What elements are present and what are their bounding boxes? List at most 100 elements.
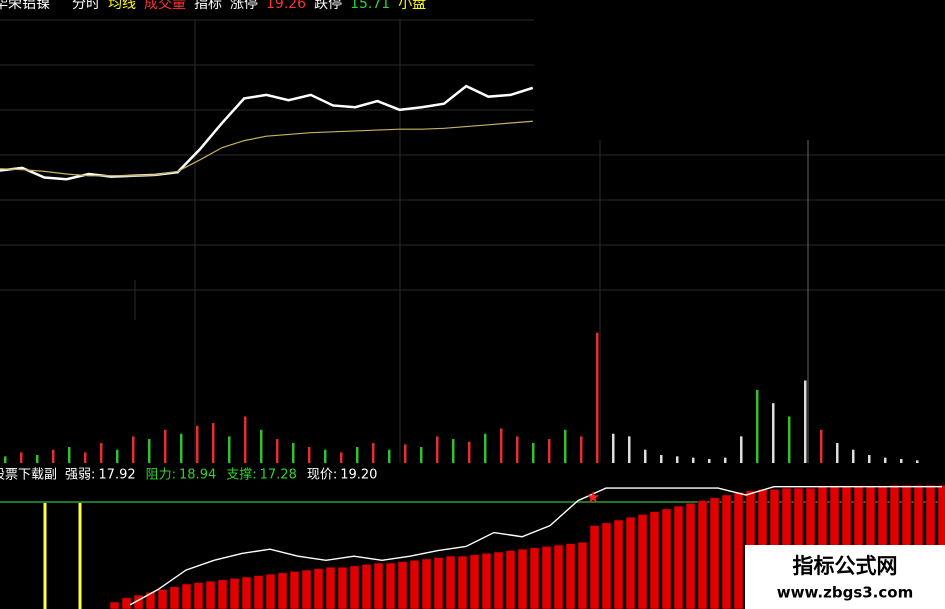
volume-bar (404, 444, 407, 463)
indicator-bar (601, 522, 612, 609)
indicator-bar (229, 578, 240, 609)
volume-bar (196, 425, 199, 463)
indicator-bar (217, 579, 228, 609)
field-label: 支撑: (226, 468, 256, 483)
indicator-bar (385, 562, 396, 609)
indicator-bar (661, 508, 672, 609)
volume-bar (724, 457, 727, 463)
volume-bar (676, 456, 679, 463)
field-value: 17.92 (98, 468, 135, 483)
volume-bar (596, 332, 599, 463)
indicator-bar (673, 505, 684, 609)
indicator-bar (337, 566, 348, 609)
indicator-bar (505, 550, 516, 609)
indicator-bar (397, 561, 408, 609)
volume-bar (452, 439, 455, 463)
volume-bar (100, 443, 103, 463)
volume-bar (148, 439, 151, 463)
indicator-bar (301, 569, 312, 609)
indicator-bar (457, 555, 468, 609)
volume-bar (372, 443, 375, 463)
stock-name: 华荣铝镍 (0, 0, 50, 12)
field-value: 18.94 (179, 468, 216, 483)
indicator-bar (613, 519, 624, 609)
indicator-bar (241, 576, 252, 609)
watermark-box (745, 545, 945, 609)
indicator-bar (409, 560, 420, 609)
volume-bar (52, 449, 55, 463)
indicator-bar (181, 583, 192, 609)
header-item: 成交量 (144, 0, 186, 12)
volume-bar (740, 436, 743, 463)
volume-bar (68, 447, 71, 463)
volume-bar (772, 403, 775, 463)
indicator-bar (625, 516, 636, 609)
indicator-bar (733, 491, 744, 609)
line (129, 485, 942, 606)
volume-bar (292, 443, 295, 463)
indicator-bar (253, 575, 264, 609)
volume-bar (836, 443, 839, 463)
volume-bar (564, 429, 567, 463)
header-item: 19.26 (266, 0, 306, 12)
indicator-bar (325, 566, 336, 609)
indicator-bar (169, 586, 180, 609)
indicator-bar (361, 564, 372, 609)
indicator-bar (373, 562, 384, 609)
indicator-bar (685, 503, 696, 609)
indicator-bar (529, 547, 540, 609)
indicator-bar (481, 553, 492, 609)
indicator-bar (697, 500, 708, 609)
volume-bar (644, 449, 647, 463)
volume-bar (132, 436, 135, 463)
header-item: 跌停 (314, 0, 342, 12)
field-label: 现价: (307, 468, 337, 483)
watermark-url: www.zbgs3.com (777, 584, 913, 602)
indicator-bar (637, 514, 648, 609)
header-item: 15.71 (350, 0, 390, 12)
indicator-bar (265, 573, 276, 609)
indicator-bar (349, 565, 360, 609)
indicator-bar (577, 541, 588, 609)
volume-bar (868, 455, 871, 463)
volume-bar (532, 443, 535, 463)
volume-bar (900, 459, 903, 463)
volume-bar (628, 436, 631, 463)
volume-bar (788, 416, 791, 463)
line (0, 120, 533, 177)
indicator-bar (289, 571, 300, 609)
field-value: 17.28 (260, 468, 297, 483)
volume-bar (516, 436, 519, 463)
volume-bar (388, 449, 391, 463)
indicator-bar (721, 494, 732, 609)
volume-bar (356, 447, 359, 463)
volume-bar (164, 429, 167, 463)
header-item: 涨停 (230, 0, 258, 12)
indicator-bar (205, 580, 216, 609)
indicator-bar (121, 597, 132, 609)
volume-bar (116, 449, 119, 463)
header-item: 均线 (108, 0, 136, 12)
volume-bar (484, 433, 487, 463)
crop-area (534, 0, 945, 120)
indicator-name: 股票下载副 (0, 468, 57, 483)
indicator-bar (541, 546, 552, 609)
field-label: 强弱: (65, 468, 95, 483)
indicator-bar (493, 551, 504, 609)
indicator-bar (469, 554, 480, 609)
volume-bar (548, 439, 551, 463)
indicator-bar (193, 582, 204, 609)
volume-bar (820, 429, 823, 463)
indicator-bar (709, 497, 720, 609)
volume-bar (212, 423, 215, 463)
volume-bar (580, 436, 583, 463)
indicator-bar (565, 543, 576, 609)
volume-bar (468, 441, 471, 463)
volume-bar (260, 429, 263, 463)
volume-bar (244, 416, 247, 463)
volume-bar (500, 428, 503, 463)
volume-bar (852, 449, 855, 463)
line (0, 84, 534, 181)
volume-bar (884, 457, 887, 463)
